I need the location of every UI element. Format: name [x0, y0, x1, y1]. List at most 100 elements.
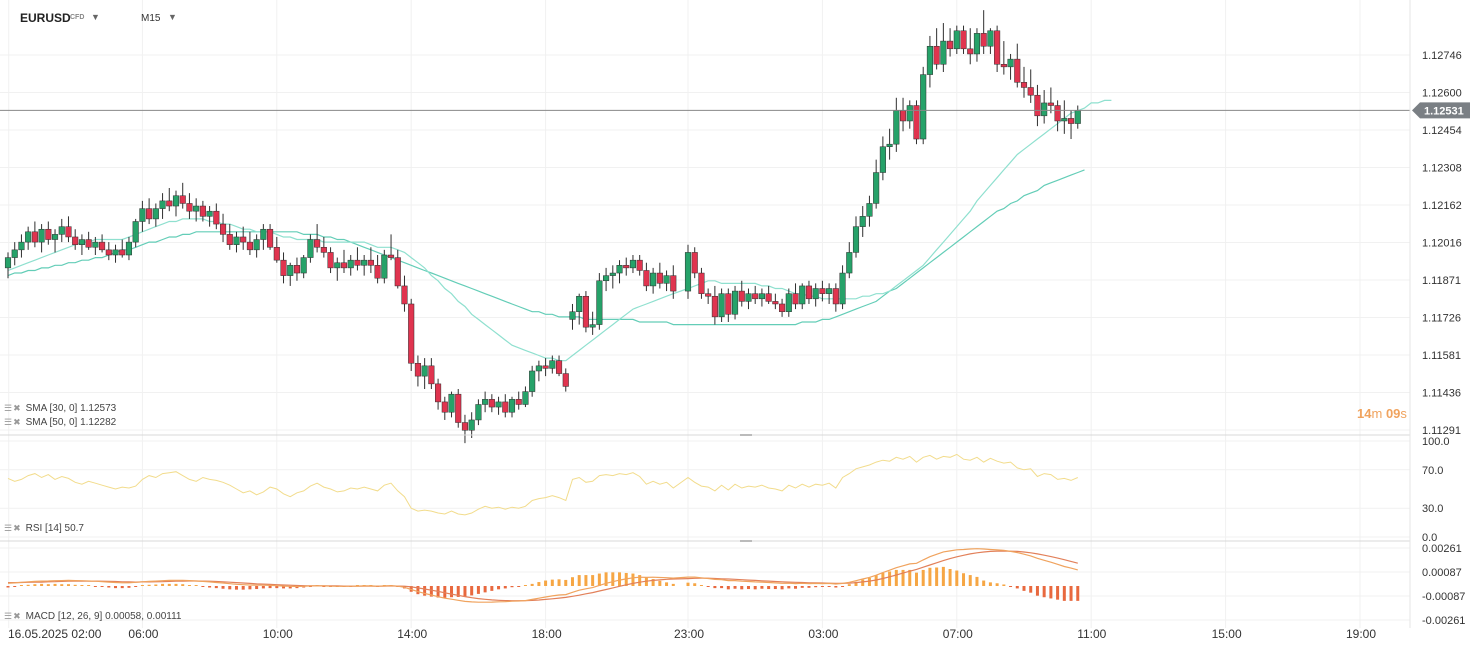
timeframe-dropdown-icon[interactable]: ▼: [168, 12, 177, 22]
candle-body: [718, 293, 725, 318]
candle-body: [354, 259, 361, 266]
candle-body: [414, 362, 421, 377]
candle-body: [1054, 105, 1061, 122]
macd-menu-icon[interactable]: ☰✖: [4, 611, 22, 621]
candle-up: [522, 386, 529, 408]
countdown-seconds-unit: s: [1400, 406, 1407, 421]
countdown-minutes-unit: m: [1371, 406, 1383, 421]
macd-histogram-bar: [275, 586, 279, 589]
candle-body: [785, 293, 792, 312]
symbol-name[interactable]: EURUSD: [20, 11, 71, 25]
candle-body: [765, 293, 772, 302]
macd-histogram-bar: [794, 586, 798, 589]
macd-histogram-bar: [140, 585, 144, 586]
candle-up: [535, 360, 542, 382]
candle-up: [879, 136, 886, 181]
macd-histogram-bar: [894, 569, 898, 586]
macd-histogram-bar: [282, 586, 286, 589]
candle-body: [287, 265, 294, 276]
macd-histogram-bar: [73, 584, 77, 586]
candle-down: [31, 221, 38, 248]
candle-body: [656, 272, 663, 284]
candle-body: [213, 210, 220, 225]
candle-up: [139, 200, 146, 232]
macd-tick-label: 0.00087: [1422, 567, 1462, 579]
candle-body: [819, 288, 826, 294]
candle-up: [826, 283, 833, 304]
macd-histogram-bar: [1002, 584, 1006, 586]
candle-body: [387, 254, 395, 258]
candle-up: [38, 224, 45, 253]
candle-up: [1074, 105, 1081, 129]
candle-up: [549, 355, 556, 374]
pane-resize-handle: [740, 434, 752, 436]
candle-body: [1041, 102, 1048, 117]
macd-histogram-bar: [463, 586, 467, 597]
candle-body: [893, 110, 900, 145]
candle-body: [199, 205, 206, 217]
candle-body: [576, 295, 583, 312]
candle-up: [906, 100, 913, 129]
candle-body: [99, 241, 106, 251]
candle-body: [852, 226, 860, 253]
sma30-menu-icon[interactable]: ☰✖: [4, 403, 22, 413]
macd-histogram-bar: [604, 572, 608, 586]
macd-histogram-bar: [995, 583, 999, 586]
candle-down: [960, 25, 967, 54]
candle-body: [805, 285, 813, 300]
candle-body: [1034, 94, 1041, 117]
candle-down: [582, 291, 589, 333]
macd-tick-label: -0.00087: [1422, 591, 1465, 603]
macd-histogram-bar: [597, 573, 601, 586]
candle-body: [529, 370, 536, 392]
price-tick-label: 1.12308: [1422, 163, 1462, 175]
macd-histogram-bar: [611, 572, 615, 586]
macd-signal-path: [8, 550, 1078, 602]
candle-down: [819, 280, 826, 302]
candle-body: [293, 265, 301, 274]
macd-histogram-bar: [228, 586, 232, 590]
macd-histogram-bar: [564, 579, 568, 586]
candle-body: [839, 272, 846, 305]
candle-body: [475, 404, 482, 421]
candle-body: [549, 360, 556, 369]
candle-countdown: 14m 09s: [1357, 406, 1407, 421]
candle-down: [899, 97, 907, 132]
candle-up: [206, 206, 213, 227]
symbol-dropdown-icon[interactable]: ▼: [91, 12, 100, 22]
rsi-menu-icon[interactable]: ☰✖: [4, 523, 22, 533]
rsi-axis: 100.0 70.0 30.0 0.0: [1422, 436, 1450, 544]
macd-histogram-bar: [941, 566, 945, 586]
candle-body: [752, 293, 759, 300]
macd-histogram-bar: [693, 583, 697, 586]
time-tick-label: 06:00: [128, 627, 158, 641]
timeframe-selector[interactable]: M15: [141, 13, 161, 24]
sma30-line: [7, 99, 1112, 362]
candle-body: [18, 241, 25, 251]
macd-histogram-bar: [161, 583, 165, 586]
candle-up: [4, 252, 12, 279]
macd-histogram-bar: [914, 572, 918, 586]
macd-histogram-bar: [537, 582, 541, 586]
candle-down: [1000, 41, 1007, 75]
pane-separators[interactable]: [0, 0, 1411, 628]
candle-down: [105, 242, 112, 261]
candle-body: [468, 419, 475, 431]
candle-body: [866, 203, 873, 217]
macd-histogram-bar: [544, 580, 548, 586]
macd-histogram-bar: [1042, 586, 1046, 598]
candle-up: [987, 28, 994, 54]
macd-histogram-bar: [167, 583, 171, 586]
candle-down: [394, 249, 401, 289]
macd-histogram-bar: [234, 586, 238, 590]
macd-histogram-bar: [1062, 586, 1066, 601]
candle-down: [179, 182, 186, 209]
rsi-line: [7, 453, 1078, 516]
candle-body: [193, 205, 200, 212]
rsi-tick-label: 70.0: [1422, 465, 1443, 477]
sma50-menu-icon[interactable]: ☰✖: [4, 417, 22, 427]
candle-down: [488, 394, 495, 413]
candle-up: [152, 203, 159, 227]
candle-body: [58, 226, 65, 235]
